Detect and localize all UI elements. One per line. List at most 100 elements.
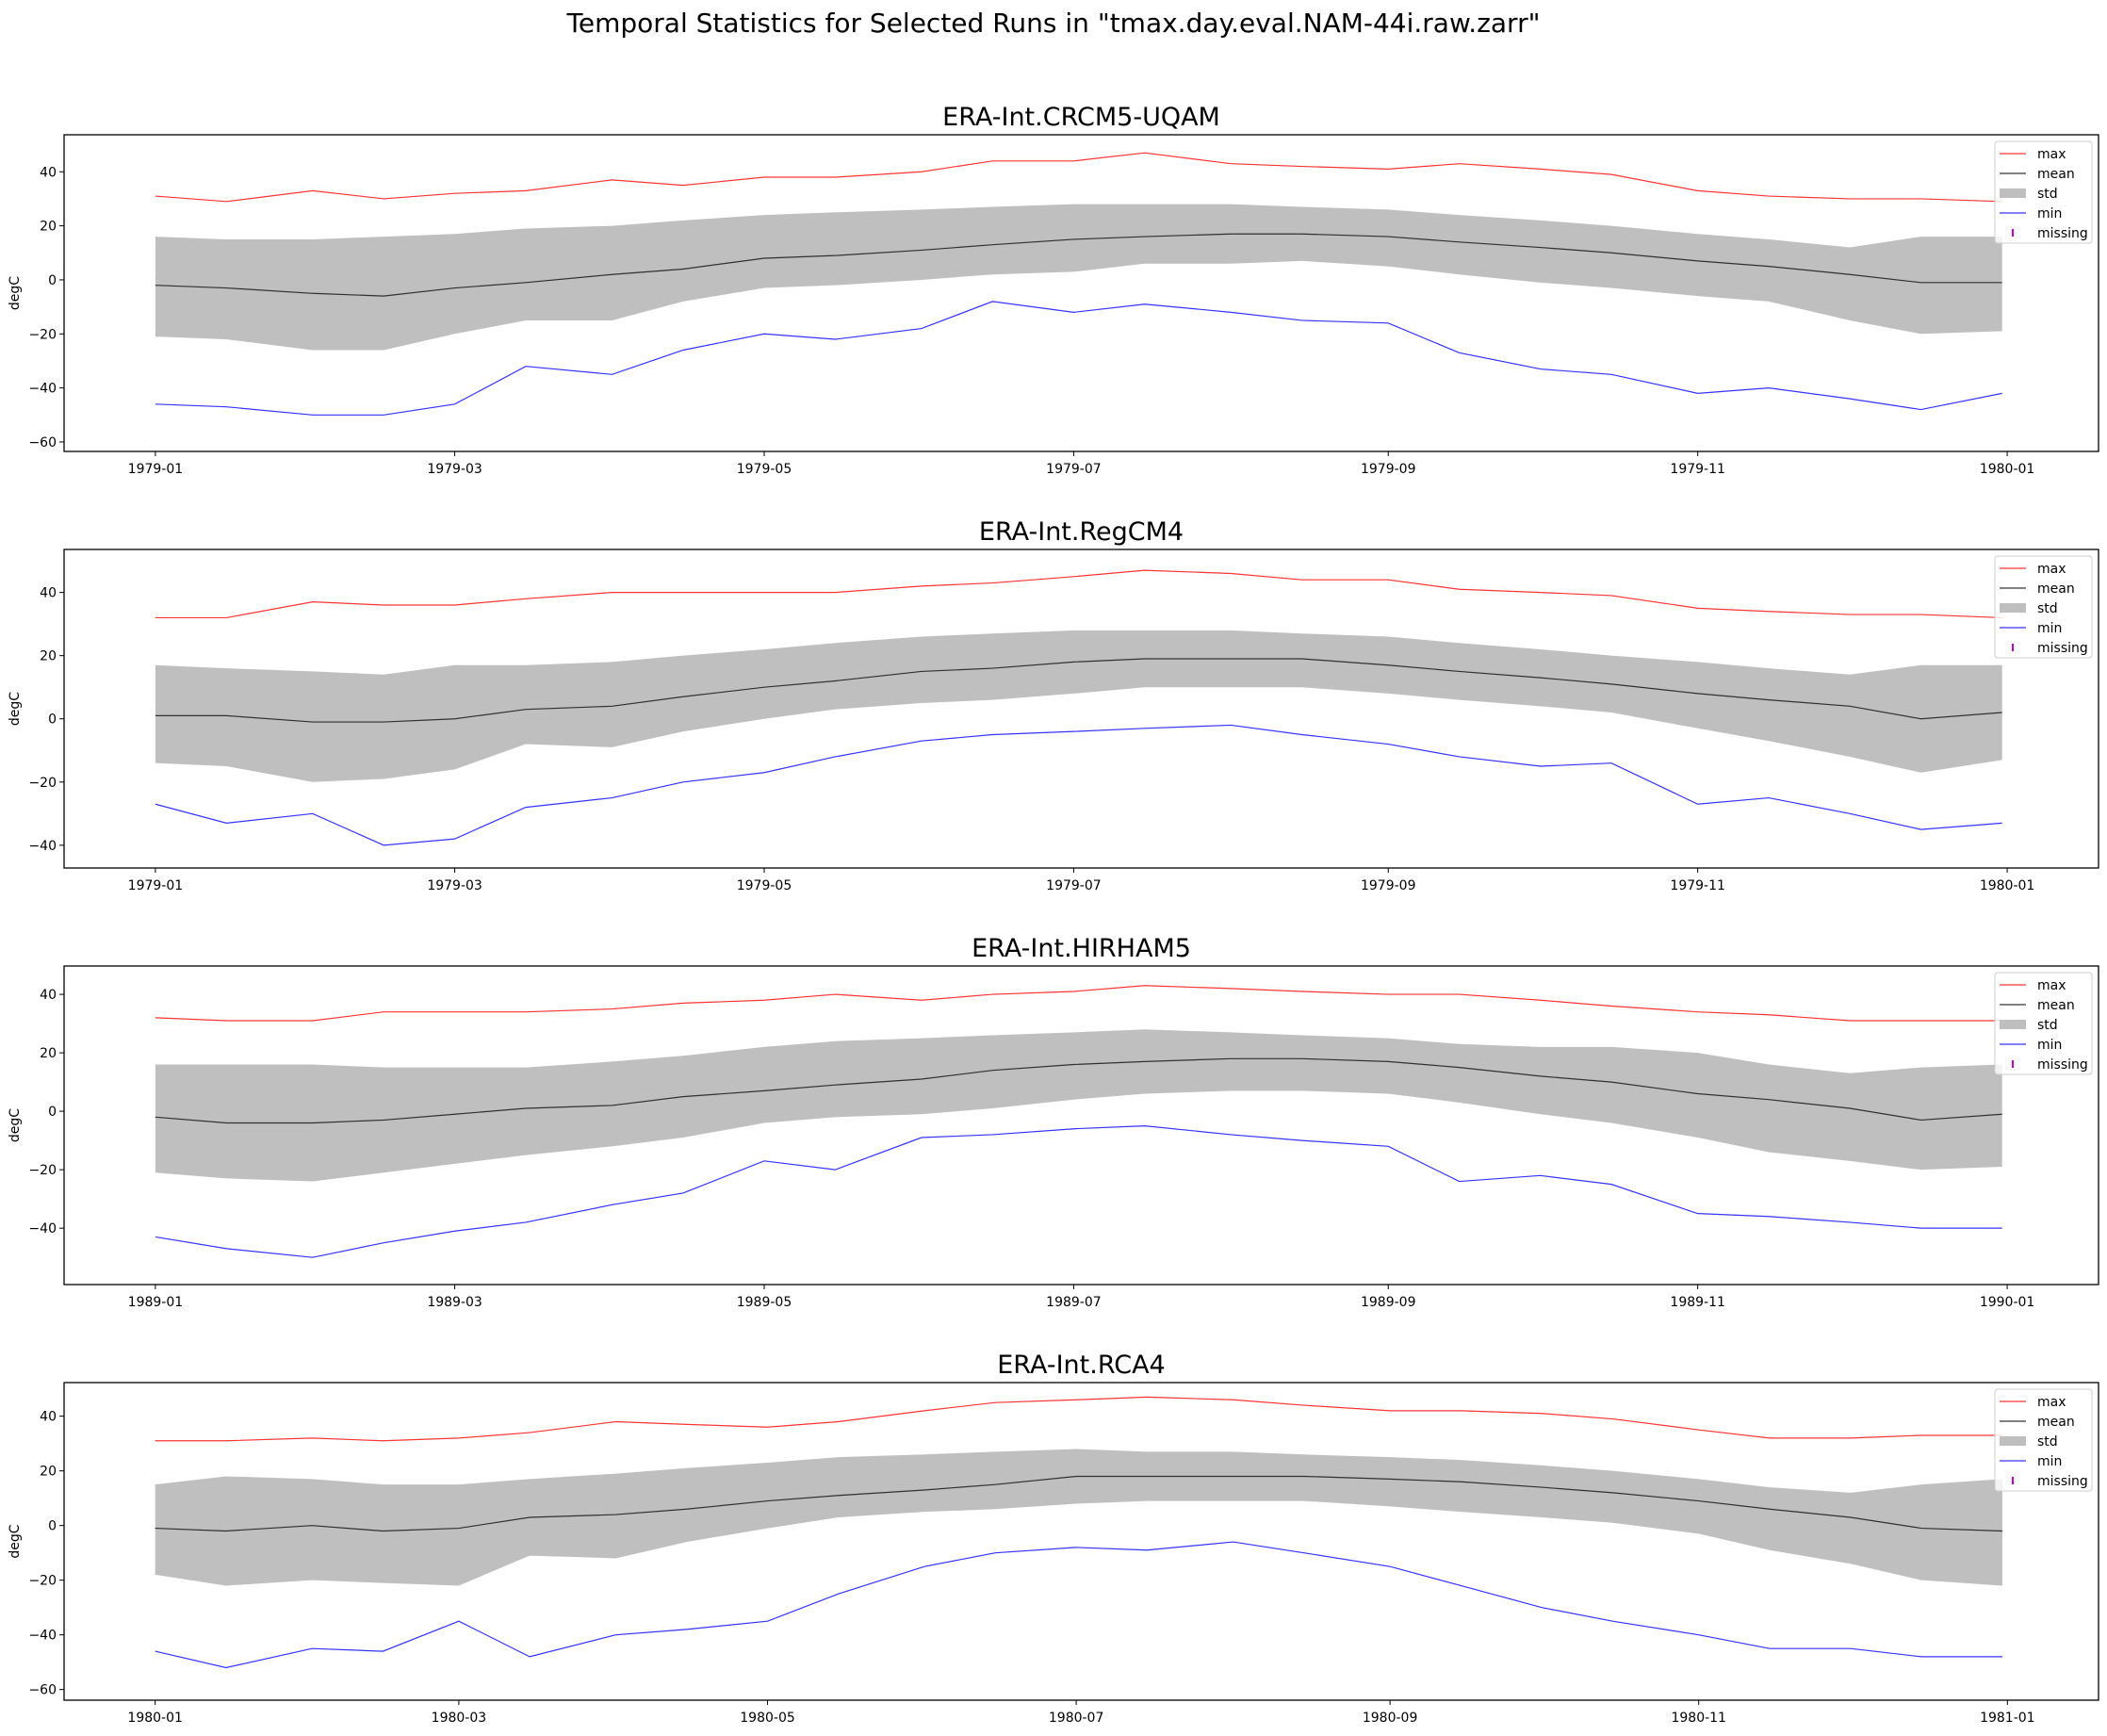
legend-label: missing	[2037, 641, 2088, 656]
y-tick-label: 40	[40, 988, 57, 1003]
legend-frame	[1994, 1388, 2093, 1492]
std-band	[155, 630, 2002, 782]
axes-frame	[63, 134, 2099, 452]
y-tick-label: 0	[48, 712, 57, 728]
max-line	[155, 152, 2002, 203]
x-tick-label: 1989-05	[737, 1295, 792, 1310]
y-tick-label: −20	[28, 1163, 57, 1178]
x-tick-label: 1979-01	[128, 462, 184, 477]
std-band	[155, 204, 2002, 351]
y-tick-label: −60	[28, 435, 57, 450]
axes-frame	[63, 1382, 2099, 1701]
y-tick-label: −40	[28, 839, 57, 854]
y-axis-label: degC	[8, 1108, 23, 1142]
x-tick-label: 1990-01	[1980, 1295, 2035, 1310]
x-tick-label: 1989-01	[128, 1295, 184, 1310]
y-tick-label: −20	[28, 1574, 57, 1589]
figure-title: Temporal Statistics for Selected Runs in…	[566, 8, 1541, 39]
legend-label: min	[2037, 206, 2062, 221]
legend-label: mean	[2037, 1415, 2075, 1430]
y-tick-label: −40	[28, 1221, 57, 1236]
x-tick-label: 1989-07	[1046, 1295, 1102, 1310]
legend-label: std	[2037, 1018, 2058, 1033]
min-line	[155, 301, 2002, 416]
y-tick-label: 20	[40, 1046, 57, 1061]
mean-line	[155, 1475, 2002, 1532]
legend: max mean std min missing	[1994, 555, 2093, 659]
legend-label: missing	[2037, 226, 2088, 241]
legend-label: std	[2037, 601, 2058, 616]
min-line	[155, 1541, 2002, 1669]
max-line	[155, 985, 2002, 1022]
y-tick-label: 40	[40, 586, 57, 601]
y-axis-label: degC	[8, 1524, 23, 1558]
y-tick-label: −40	[28, 382, 57, 397]
x-tick-label: 1979-05	[737, 878, 792, 893]
y-tick-label: 20	[40, 649, 57, 664]
std-band	[155, 1029, 2002, 1182]
y-tick-label: 20	[40, 220, 57, 235]
subplot-2: ERA-Int.HIRHAM5 degC −40 −20 0 20 40 1989-01 198…	[8, 934, 2099, 1310]
legend: max mean std min missing	[1994, 972, 2093, 1075]
y-tick-label: 0	[48, 1519, 57, 1534]
x-tick-label: 1981-01	[1980, 1711, 2035, 1726]
legend-label: min	[2037, 621, 2062, 636]
y-tick-label: 0	[48, 273, 57, 288]
x-tick-label: 1979-05	[737, 462, 792, 477]
y-tick-label: −40	[28, 1629, 57, 1644]
legend: max mean std min missing	[1994, 1388, 2093, 1492]
legend-frame	[1994, 555, 2093, 659]
legend-label: mean	[2037, 998, 2075, 1013]
legend-label: missing	[2037, 1057, 2088, 1073]
y-tick-label: 40	[40, 1410, 57, 1425]
x-tick-label: 1989-11	[1670, 1295, 1725, 1310]
mean-line	[155, 233, 2002, 297]
legend-label: mean	[2037, 581, 2075, 597]
x-tick-label: 1979-09	[1361, 878, 1416, 893]
x-tick-label: 1980-07	[1049, 1711, 1104, 1726]
subplot-title: ERA-Int.HIRHAM5	[972, 934, 1191, 963]
x-tick-label: 1979-07	[1046, 462, 1102, 477]
x-tick-label: 1979-03	[427, 878, 482, 893]
x-tick-label: 1979-11	[1670, 878, 1725, 893]
legend-std-swatch	[2000, 603, 2026, 613]
legend-label: std	[2037, 187, 2058, 202]
subplot-3: ERA-Int.RCA4 degC −60 −40 −20 0 20 40 1980-01 198…	[8, 1351, 2099, 1726]
legend-frame	[1994, 140, 2093, 244]
min-line	[155, 1125, 2002, 1258]
mean-line	[155, 658, 2002, 723]
legend-frame	[1994, 972, 2093, 1075]
subplot-0: ERA-Int.CRCM5-UQAM degC −60 −40 −20 0 20 40 1979…	[8, 103, 2099, 477]
legend-label: min	[2037, 1454, 2062, 1469]
legend-label: std	[2037, 1434, 2058, 1449]
x-tick-label: 1979-07	[1046, 878, 1102, 893]
legend-std-swatch	[2000, 188, 2026, 198]
y-axis-label: degC	[8, 692, 23, 726]
legend-label: max	[2037, 562, 2066, 577]
x-tick-label: 1989-09	[1361, 1295, 1416, 1310]
x-tick-label: 1980-03	[432, 1711, 487, 1726]
y-tick-label: 40	[40, 165, 57, 180]
mean-line	[155, 1057, 2002, 1124]
x-tick-label: 1980-05	[740, 1711, 795, 1726]
legend-label: missing	[2037, 1474, 2088, 1489]
y-tick-label: −60	[28, 1683, 57, 1698]
y-axis-label: degC	[8, 276, 23, 310]
legend-label: max	[2037, 1395, 2066, 1410]
legend-label: max	[2037, 147, 2066, 162]
x-tick-label: 1979-03	[427, 462, 482, 477]
max-line	[155, 569, 2002, 619]
x-tick-label: 1979-01	[128, 878, 184, 893]
axes-frame	[63, 965, 2099, 1286]
x-tick-label: 1980-01	[1980, 878, 2035, 893]
y-tick-label: 0	[48, 1105, 57, 1120]
legend-label: min	[2037, 1038, 2062, 1053]
subplot-title: ERA-Int.RegCM4	[979, 517, 1184, 547]
legend-label: mean	[2037, 167, 2075, 182]
y-tick-label: −20	[28, 327, 57, 342]
x-tick-label: 1980-11	[1671, 1711, 1726, 1726]
legend: max mean std min missing	[1994, 140, 2093, 244]
subplot-title: ERA-Int.RCA4	[997, 1351, 1166, 1380]
subplot-1: ERA-Int.RegCM4 degC −40 −20 0 20 40 1979-01 1979…	[8, 517, 2099, 893]
